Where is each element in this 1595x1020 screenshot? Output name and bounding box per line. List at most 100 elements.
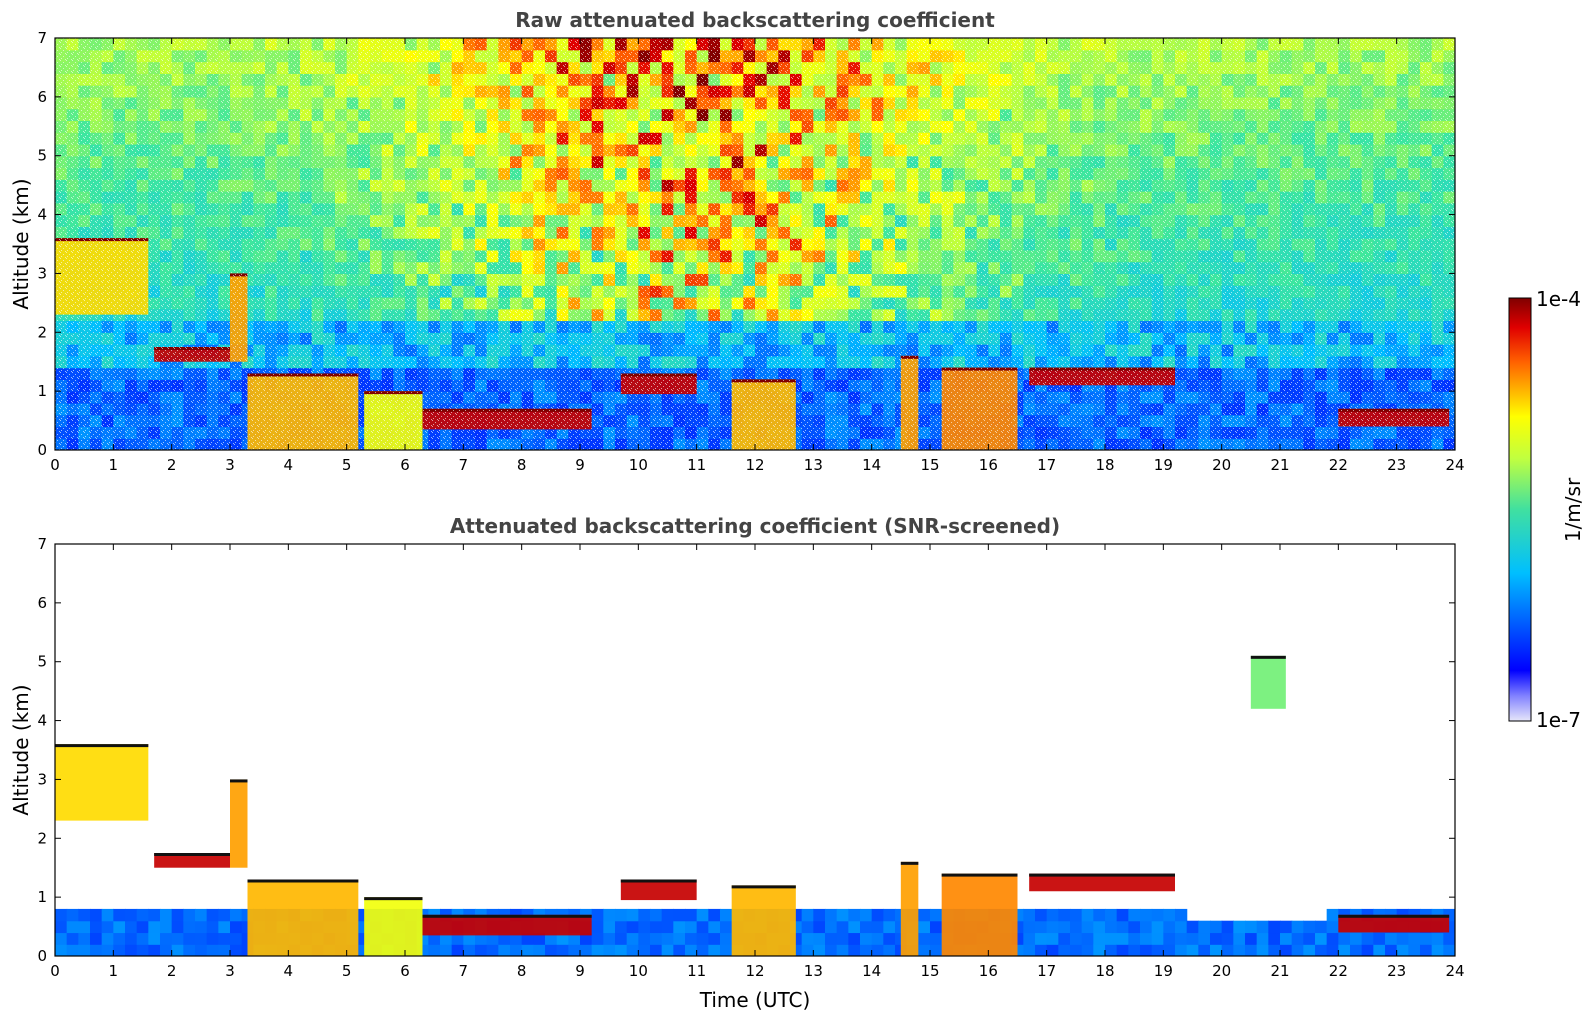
x-tick-label: 9 [575, 456, 585, 474]
background-cell [1081, 944, 1094, 956]
background-cell [195, 944, 208, 956]
background-cell [440, 932, 453, 945]
background-cell [1105, 932, 1118, 945]
background-cell [1058, 908, 1071, 922]
x-tick-label: 8 [517, 456, 527, 474]
x-tick-label: 17 [1037, 456, 1056, 474]
background-cell [230, 944, 243, 956]
background-cell [825, 920, 838, 934]
background-cell [521, 932, 534, 945]
background-cell [638, 944, 651, 956]
background-cell [55, 908, 68, 922]
background-cell [825, 908, 838, 922]
background-cell [195, 908, 208, 922]
background-cell [603, 944, 616, 956]
background-cell [148, 932, 161, 945]
background-cell [206, 908, 219, 922]
layer-mark [941, 873, 1018, 956]
x-tick-label: 14 [862, 456, 881, 474]
x-tick-label: 6 [400, 456, 410, 474]
screened-x-axis-label: Time (UTC) [699, 988, 811, 1012]
background-cell [1233, 920, 1246, 934]
background-cell [1361, 932, 1374, 945]
background-cell [1326, 944, 1339, 956]
background-cell [498, 944, 511, 956]
background-cell [136, 920, 149, 934]
background-cell [55, 920, 68, 934]
y-tick-label: 4 [37, 206, 47, 224]
layer-mark [1250, 655, 1286, 709]
background-cell [801, 920, 814, 934]
background-cell [1046, 944, 1059, 956]
background-cell [1326, 908, 1339, 922]
x-tick-label: 10 [629, 962, 648, 980]
y-tick-label: 1 [37, 888, 47, 906]
background-cell [1198, 944, 1211, 956]
layer-mark [900, 861, 919, 956]
background-cell [1046, 908, 1059, 922]
background-cell [871, 920, 884, 934]
background-cell [696, 944, 709, 956]
layer-mark [247, 879, 359, 956]
x-tick-label: 2 [167, 962, 177, 980]
x-tick-label: 10 [629, 456, 648, 474]
background-cell [1385, 944, 1398, 956]
background-cell [1210, 932, 1223, 945]
background-cell [171, 944, 184, 956]
background-cell [848, 932, 861, 945]
background-cell [836, 944, 849, 956]
background-cell [626, 932, 639, 945]
x-tick-label: 15 [920, 456, 939, 474]
background-cell [510, 932, 523, 945]
background-cell [1081, 920, 1094, 934]
background-cell [206, 932, 219, 945]
background-cell [510, 944, 523, 956]
background-cell [1058, 920, 1071, 934]
y-tick-label: 5 [37, 653, 47, 671]
colorbar-min-label: 1e-7 [1536, 708, 1581, 732]
background-cell [1303, 944, 1316, 956]
background-cell [848, 908, 861, 922]
background-cell [591, 932, 604, 945]
background-cell [160, 932, 173, 945]
background-cell [813, 920, 826, 934]
background-cell [101, 944, 114, 956]
background-cell [1023, 920, 1036, 934]
background-cell [1128, 932, 1141, 945]
background-cell [825, 944, 838, 956]
background-cell [1373, 944, 1386, 956]
layer-mark [1029, 873, 1175, 892]
layer-mark [364, 897, 423, 956]
background-cell [1116, 920, 1129, 934]
background-cell [1186, 920, 1199, 934]
background-cell [545, 932, 558, 945]
background-cell [533, 932, 546, 945]
layer-top-edge [731, 885, 796, 889]
y-tick-label: 3 [37, 770, 47, 788]
background-cell [1151, 944, 1164, 956]
background-cell [90, 932, 103, 945]
background-cell [1175, 932, 1188, 945]
background-cell [101, 920, 114, 934]
background-cell [918, 908, 931, 922]
layer-top-edge [154, 853, 230, 856]
background-cell [696, 932, 709, 945]
x-tick-label: 22 [1329, 962, 1348, 980]
background-cell [451, 932, 464, 945]
x-tick-label: 21 [1270, 456, 1289, 474]
x-tick-label: 20 [1212, 456, 1231, 474]
background-cell [626, 944, 639, 956]
background-cell [1256, 932, 1269, 945]
background-cell [708, 944, 721, 956]
background-cell [521, 944, 534, 956]
background-cell [113, 932, 126, 945]
background-cell [78, 908, 91, 922]
x-tick-label: 7 [459, 962, 469, 980]
background-cell [708, 920, 721, 934]
background-cell [568, 944, 581, 956]
background-cell [113, 908, 126, 922]
colorbar-max-label: 1e-4 [1536, 287, 1581, 311]
background-cell [591, 908, 604, 922]
background-cell [1128, 908, 1141, 922]
